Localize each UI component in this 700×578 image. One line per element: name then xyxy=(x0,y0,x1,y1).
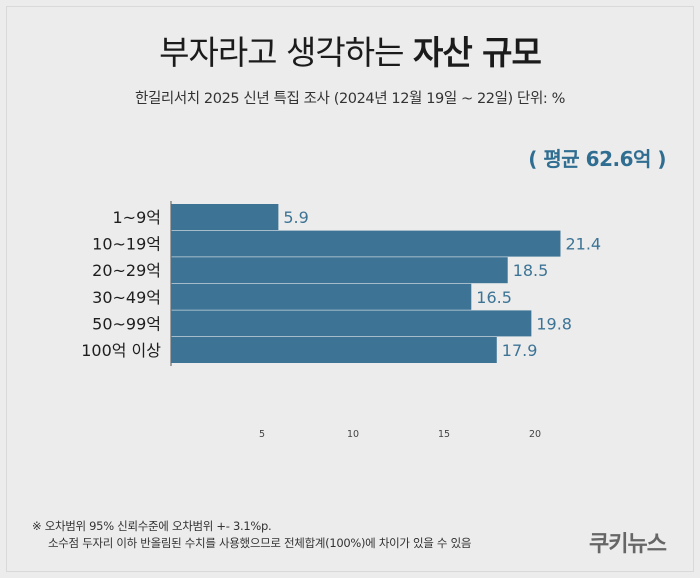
category-label-5: 50~99억 xyxy=(92,314,161,333)
category-label-4: 30~49억 xyxy=(92,288,161,307)
x-tick-label-1: 5 xyxy=(259,429,265,440)
category-label-3: 20~29억 xyxy=(92,261,161,280)
average-label: ( 평균 62.6억 ) xyxy=(528,147,666,171)
chart-title: 부자라고 생각하는 자산 규모 xyxy=(0,26,700,74)
bar-6 xyxy=(171,337,497,363)
value-label-5: 19.8 xyxy=(536,314,572,333)
value-label-2: 21.4 xyxy=(565,235,601,254)
x-tick-label-3: 15 xyxy=(438,429,450,440)
category-label-2: 10~19억 xyxy=(92,235,161,254)
bar-1 xyxy=(171,204,279,230)
title-bold: 자산 규모 xyxy=(412,33,542,72)
bar-4 xyxy=(171,283,472,310)
chart-subtitle: 한길리서치 2025 신년 특집 조사 (2024년 12월 19일 ~ 22일… xyxy=(135,91,565,107)
value-label-3: 18.5 xyxy=(513,261,549,280)
bar-3 xyxy=(171,257,508,284)
value-label-1: 5.9 xyxy=(283,208,308,227)
footnote: ※ 오차범위 95% 신뢰수준에 오차범위 +- 3.1%p. 소수점 두자리 … xyxy=(32,518,471,552)
footnote-line-2: 소수점 두자리 이하 반올림된 수치를 사용했으므로 전체합계(100%)에 차… xyxy=(48,536,472,550)
publisher-logo: 쿠키뉴스 xyxy=(589,532,667,557)
footnote-line-1: ※ 오차범위 95% 신뢰수준에 오차범위 +- 3.1%p. xyxy=(32,519,272,533)
bar-2 xyxy=(171,230,561,257)
value-label-6: 17.9 xyxy=(502,341,538,360)
category-label-6: 100억 이상 xyxy=(81,341,161,360)
title-light: 부자라고 생각하는 xyxy=(159,33,404,72)
value-label-4: 16.5 xyxy=(476,288,512,307)
x-tick-label-4: 20 xyxy=(529,429,541,440)
bar-5 xyxy=(171,310,532,337)
category-label-1: 1~9억 xyxy=(113,208,162,227)
x-tick-label-2: 10 xyxy=(347,429,359,440)
